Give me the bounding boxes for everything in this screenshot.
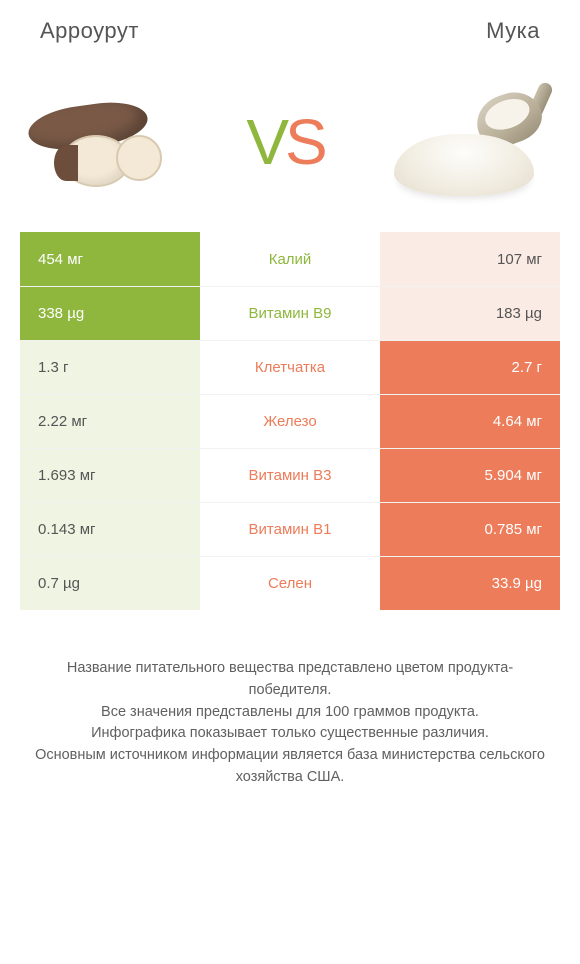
cell-label: Клетчатка bbox=[200, 341, 380, 394]
cell-label: Витамин B1 bbox=[200, 503, 380, 556]
comparison-table: 454 мгКалий107 мг338 µgВитамин B9183 µg1… bbox=[20, 232, 560, 610]
cell-left: 338 µg bbox=[20, 287, 200, 340]
cell-right: 5.904 мг bbox=[380, 449, 560, 502]
cell-left: 2.22 мг bbox=[20, 395, 200, 448]
vs-s: S bbox=[285, 106, 324, 178]
header: Арроурут Мука bbox=[0, 0, 580, 52]
footnote-line: Все значения представлены для 100 граммо… bbox=[101, 704, 479, 720]
table-row: 454 мгКалий107 мг bbox=[20, 232, 560, 286]
cell-right: 4.64 мг bbox=[380, 395, 560, 448]
table-row: 0.143 мгВитамин B10.785 мг bbox=[20, 502, 560, 556]
vs-v: V bbox=[246, 106, 285, 178]
cell-right: 183 µg bbox=[380, 287, 560, 340]
vs-label: VS bbox=[246, 110, 323, 174]
cell-left: 0.7 µg bbox=[20, 557, 200, 610]
cell-left: 0.143 мг bbox=[20, 503, 200, 556]
arrowroot-illustration bbox=[20, 82, 190, 202]
cell-label: Селен bbox=[200, 557, 380, 610]
table-row: 2.22 мгЖелезо4.64 мг bbox=[20, 394, 560, 448]
cell-right: 2.7 г bbox=[380, 341, 560, 394]
cell-label: Калий bbox=[200, 232, 380, 286]
cell-left: 454 мг bbox=[20, 232, 200, 286]
cell-label: Витамин B3 bbox=[200, 449, 380, 502]
table-row: 338 µgВитамин B9183 µg bbox=[20, 286, 560, 340]
table-row: 1.3 гКлетчатка2.7 г bbox=[20, 340, 560, 394]
cell-left: 1.693 мг bbox=[20, 449, 200, 502]
footnote-line: Основным источником информации является … bbox=[35, 747, 545, 785]
footnote-line: Инфографика показывает только существенн… bbox=[91, 725, 489, 741]
title-right: Мука bbox=[486, 18, 540, 44]
table-row: 0.7 µgСелен33.9 µg bbox=[20, 556, 560, 610]
footnote-line: Название питательного вещества представл… bbox=[67, 660, 513, 698]
hero: VS bbox=[0, 52, 580, 232]
title-left: Арроурут bbox=[40, 18, 139, 44]
footnote: Название питательного вещества представл… bbox=[30, 658, 550, 789]
cell-right: 33.9 µg bbox=[380, 557, 560, 610]
flour-illustration bbox=[380, 82, 550, 202]
cell-right: 107 мг bbox=[380, 232, 560, 286]
cell-right: 0.785 мг bbox=[380, 503, 560, 556]
table-row: 1.693 мгВитамин B35.904 мг bbox=[20, 448, 560, 502]
cell-label: Железо bbox=[200, 395, 380, 448]
cell-label: Витамин B9 bbox=[200, 287, 380, 340]
cell-left: 1.3 г bbox=[20, 341, 200, 394]
